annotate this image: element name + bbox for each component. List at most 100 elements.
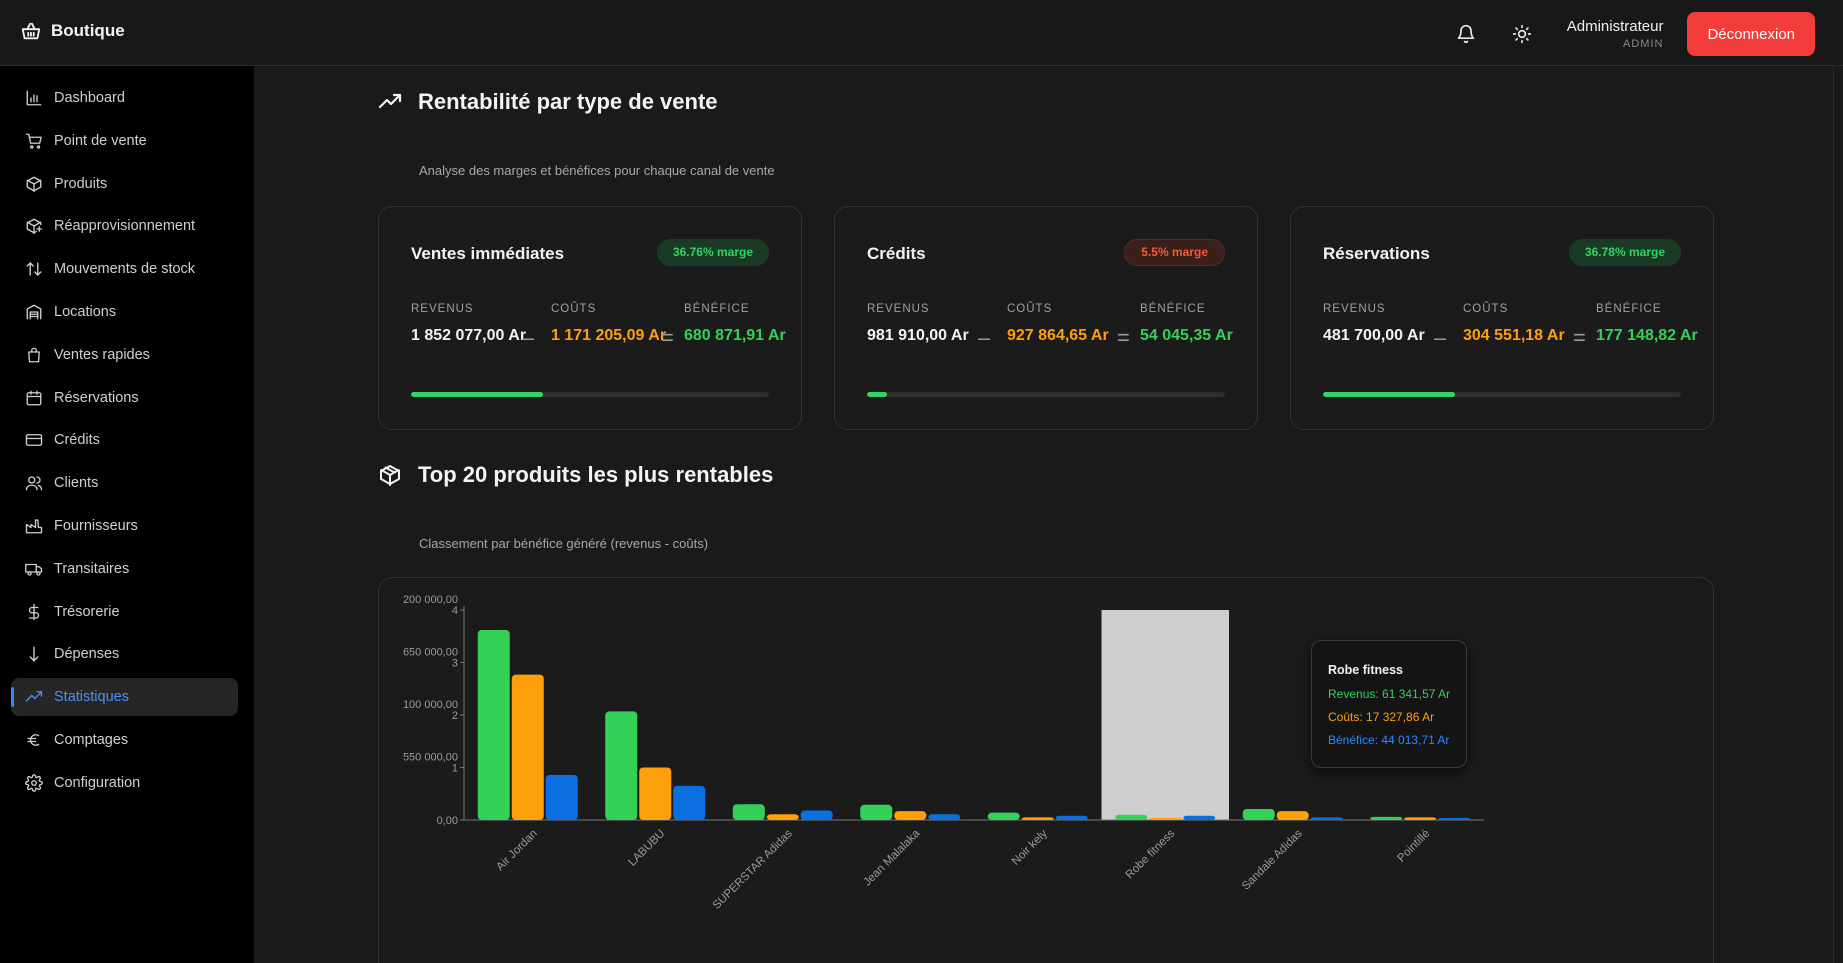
sidebar-item-credits[interactable]: Crédits — [11, 421, 238, 459]
sidebar-item-label: Statistiques — [54, 689, 129, 706]
sidebar-item-dashboard[interactable]: Dashboard — [11, 79, 238, 117]
sidebar-item-fournisseurs[interactable]: Fournisseurs — [11, 507, 238, 545]
sidebar-item-produits[interactable]: Produits — [11, 165, 238, 203]
margin-progress-fill — [411, 392, 543, 397]
chart-y-tick-label: 1 — [452, 763, 458, 775]
sidebar-item-label: Crédits — [54, 432, 100, 449]
sidebar-item-comptages[interactable]: Comptages — [11, 721, 238, 759]
user-info: Administrateur ADMIN — [1567, 18, 1664, 50]
chart-bar-couts[interactable] — [1149, 818, 1182, 820]
minus-operator: – — [522, 325, 535, 350]
chart-bar-revenus[interactable] — [1115, 814, 1148, 820]
tooltip-revenue: Revenus: 61 341,57 Ar — [1328, 687, 1451, 701]
sidebar-item-label: Dépenses — [54, 646, 120, 663]
chart-bar-revenus[interactable] — [1370, 816, 1403, 820]
users-icon — [25, 476, 43, 491]
chart-y-tick-label: 0,00 — [437, 815, 458, 827]
truck-icon — [25, 563, 43, 576]
notification-bell-icon[interactable] — [1455, 23, 1477, 45]
chart-bar-revenus[interactable] — [987, 812, 1020, 820]
sidebar-item-label: Réapprovisionnement — [54, 218, 196, 235]
chart-bar-couts[interactable] — [639, 767, 672, 821]
sidebar-item-mouvements-de-stock[interactable]: Mouvements de stock — [11, 250, 238, 288]
profit-value: 54 045,35 Ar — [1140, 327, 1233, 344]
chart-bar-benefice[interactable] — [1310, 817, 1343, 820]
chart-bar-couts[interactable] — [1404, 817, 1437, 820]
chart-bar-benefice[interactable] — [1055, 815, 1088, 820]
chart-bar-benefice[interactable] — [673, 785, 706, 820]
chart-bar-couts[interactable] — [766, 814, 799, 820]
sidebar-item-configuration[interactable]: Configuration — [11, 764, 238, 802]
user-name: Administrateur — [1566, 18, 1664, 35]
chart-bar-couts[interactable] — [1021, 817, 1054, 820]
profit-label: BÉNÉFICE — [1596, 303, 1662, 315]
page-scrollbar[interactable] — [1833, 66, 1843, 963]
chart-x-tick-label: Sandale Adidas — [1240, 827, 1305, 892]
top-products-title: Top 20 produits les plus rentables — [418, 462, 774, 487]
costs-metric: COÛTS 304 551,18 Ar — [1463, 303, 1583, 348]
costs-value: 927 864,65 Ar — [1007, 327, 1109, 344]
margin-progress-fill — [1323, 392, 1455, 397]
costs-label: COÛTS — [551, 303, 597, 315]
sidebar-item-statistiques[interactable]: Statistiques — [11, 678, 238, 717]
costs-value: 304 551,18 Ar — [1463, 327, 1565, 344]
chart-bar-revenus[interactable] — [605, 711, 638, 820]
sidebar-item-locations[interactable]: Locations — [11, 293, 238, 331]
profit-metric: BÉNÉFICE 54 045,35 Ar — [1140, 303, 1260, 348]
chart-bar-benefice[interactable] — [1183, 815, 1216, 820]
chart-x-tick-label: Noir kely — [1010, 827, 1050, 867]
chart-bar-revenus[interactable] — [732, 804, 765, 820]
chart-bar-benefice[interactable] — [545, 774, 578, 820]
chart-bar-benefice[interactable] — [800, 810, 833, 820]
tooltip-title: Robe fitness — [1328, 663, 1404, 677]
card-title: Réservations — [1323, 244, 1430, 263]
margin-badge: 5.5% marge — [1124, 239, 1225, 266]
euro-icon — [27, 734, 40, 746]
sidebar-item-ventes-rapides[interactable]: Ventes rapides — [11, 336, 238, 374]
sidebar-item-reapprovisionnement[interactable]: Réapprovisionnement — [11, 207, 238, 245]
margin-progress-track — [411, 392, 769, 397]
theme-toggle-sun-icon[interactable] — [1511, 23, 1533, 45]
card-title: Crédits — [867, 244, 926, 263]
sidebar-item-clients[interactable]: Clients — [11, 464, 238, 502]
chart-y-tick-label: 2 — [452, 710, 458, 722]
chart-bar-couts[interactable] — [511, 674, 544, 820]
profit-metric: BÉNÉFICE 680 871,91 Ar — [684, 303, 804, 348]
sidebar-item-label: Produits — [54, 175, 108, 192]
equals-operator: = — [1573, 325, 1586, 350]
chart-bar-benefice[interactable] — [1438, 818, 1471, 820]
costs-label: COÛTS — [1007, 303, 1053, 315]
chart-bar-revenus[interactable] — [860, 804, 893, 820]
top-products-section-title: Top 20 produits les plus rentables — [378, 462, 773, 488]
sidebar-item-label: Trésorerie — [54, 603, 120, 620]
sidebar-item-label: Point de vente — [54, 132, 147, 149]
chart-bar-revenus[interactable] — [477, 629, 510, 820]
warehouse-icon — [26, 304, 42, 320]
package-icon — [380, 465, 400, 486]
sidebar-item-label: Transitaires — [54, 560, 130, 577]
chart-bar-couts[interactable] — [1276, 811, 1309, 820]
sidebar-item-reservations[interactable]: Réservations — [11, 379, 238, 417]
arrows-updown-icon — [26, 262, 42, 276]
logout-button[interactable]: Déconnexion — [1687, 12, 1815, 56]
chart-y-tick-label: 3 — [452, 658, 458, 670]
sidebar-item-point-de-vente[interactable]: Point de vente — [11, 122, 238, 160]
costs-metric: COÛTS 1 171 205,09 Ar — [551, 303, 671, 348]
sidebar: Dashboard Point de vente Produits Réapprovi… — [0, 66, 254, 963]
chart-bar-benefice[interactable] — [928, 814, 961, 820]
tooltip-costs: Coûts: 17 327,86 Ar — [1328, 710, 1435, 724]
settings-icon — [25, 773, 43, 792]
chart-y-tick-label: 4 — [452, 605, 458, 617]
sidebar-item-label: Mouvements de stock — [54, 261, 196, 278]
chart-bar-revenus[interactable] — [1242, 808, 1275, 820]
sidebar-item-transitaires[interactable]: Transitaires — [11, 550, 238, 588]
costs-label: COÛTS — [1463, 303, 1509, 315]
brand[interactable]: Boutique — [20, 20, 125, 42]
sidebar-item-depenses[interactable]: Dépenses — [11, 635, 238, 673]
sidebar-item-tresorerie[interactable]: Trésorerie — [11, 593, 238, 631]
user-role: ADMIN — [1622, 38, 1664, 50]
arrow-down-icon — [29, 646, 39, 662]
chart-bar-couts[interactable] — [894, 811, 927, 820]
profit-label: BÉNÉFICE — [684, 303, 750, 315]
sidebar-item-label: Fournisseurs — [54, 517, 138, 534]
